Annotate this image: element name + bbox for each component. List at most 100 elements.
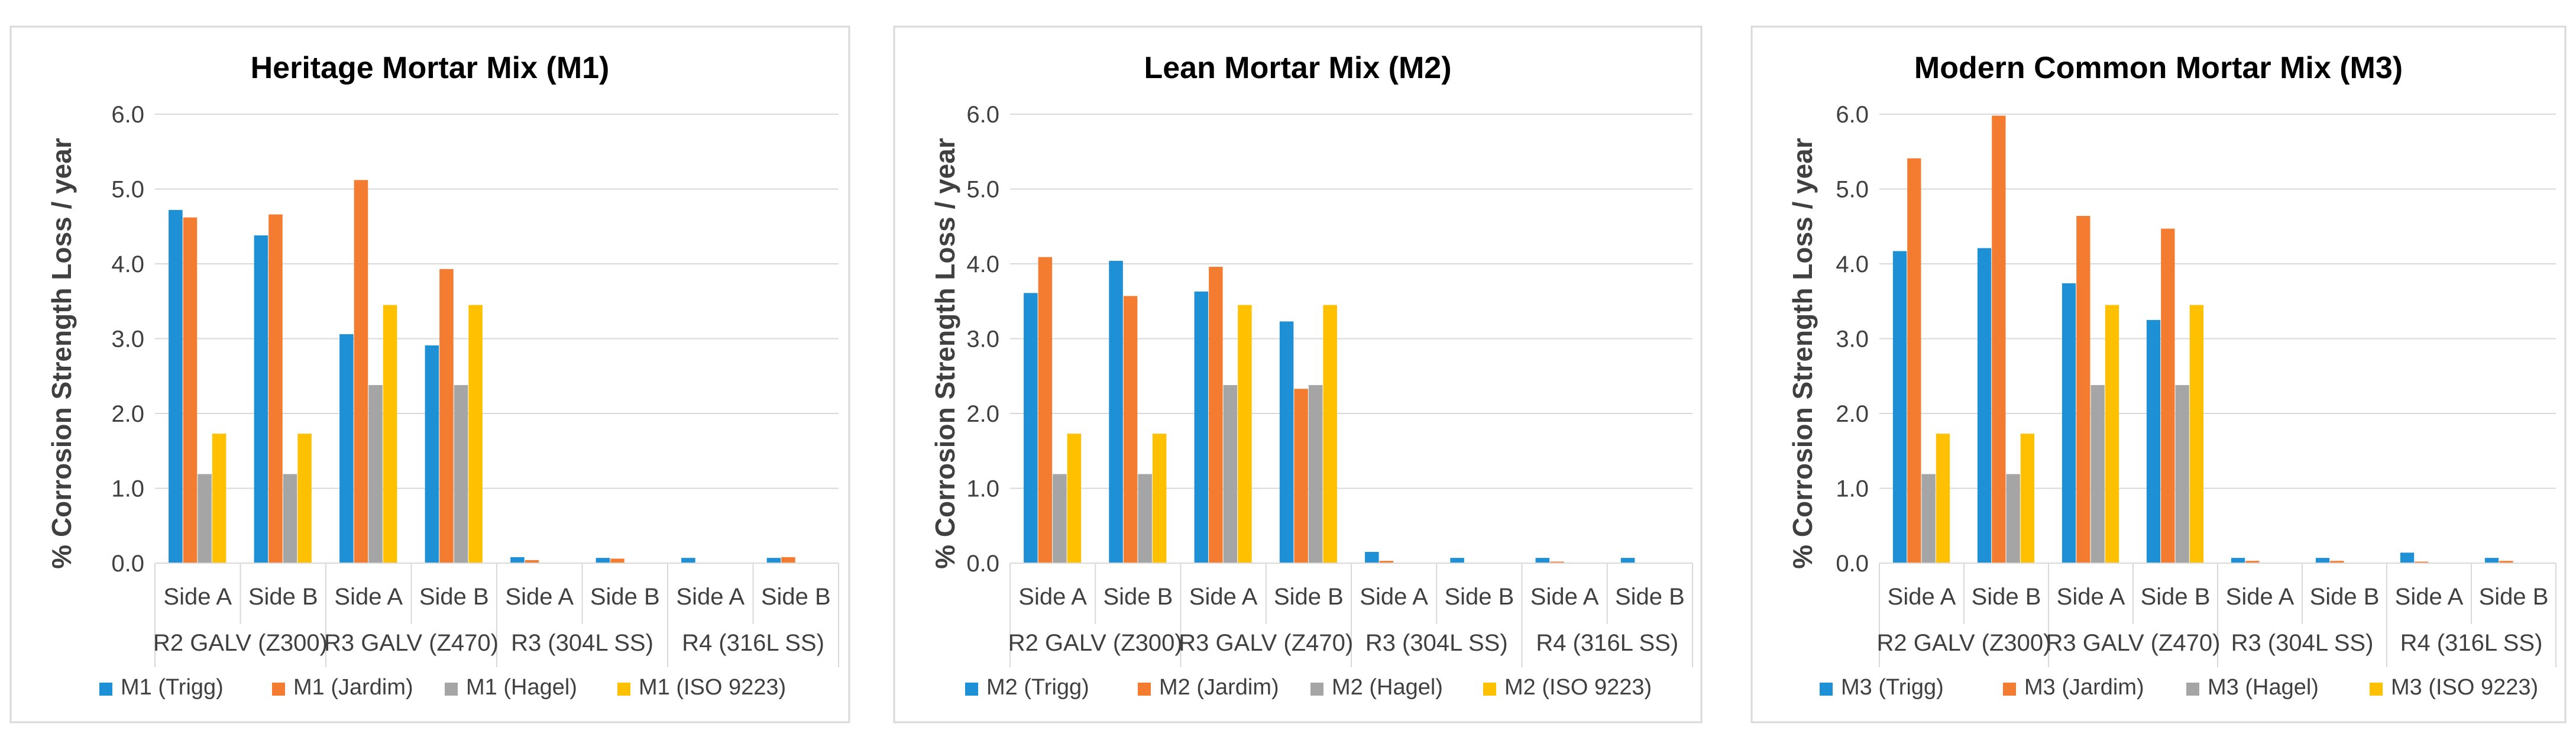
x-group-label: R2 GALV (Z300) xyxy=(1877,630,2051,656)
bar-m2-iso-9223-3 xyxy=(1238,305,1252,563)
bar-m2-trigg-2 xyxy=(1109,260,1123,563)
y-tick-label: 0.0 xyxy=(966,551,999,577)
y-tick-label: 6.0 xyxy=(966,102,999,128)
x-category-label: Side A xyxy=(2395,584,2464,610)
bar-m1-hagel-2 xyxy=(283,474,297,563)
x-group-label: R4 (316L SS) xyxy=(2400,630,2543,656)
bar-m1-trigg-3 xyxy=(339,334,354,563)
legend-label: M3 (Hagel) xyxy=(2208,675,2319,700)
y-tick-label: 2.0 xyxy=(111,401,144,427)
x-group-label: R4 (316L SS) xyxy=(682,630,824,656)
x-category-label: Side A xyxy=(1018,584,1087,610)
bar-m2-jardim-1 xyxy=(1038,257,1053,563)
bar-m3-hagel-3 xyxy=(2090,384,2105,563)
y-tick-label: 1.0 xyxy=(966,476,999,502)
x-group-label: R3 GALV (Z470) xyxy=(324,630,499,656)
bar-m2-trigg-7 xyxy=(1535,558,1550,563)
bar-m1-jardim-8 xyxy=(781,557,795,563)
x-category-label: Side A xyxy=(2226,584,2295,610)
x-category-label: Side B xyxy=(1103,584,1173,610)
y-tick-label: 5.0 xyxy=(1836,177,1869,203)
bar-m2-jardim-7 xyxy=(1550,561,1564,563)
bar-m2-iso-9223-1 xyxy=(1067,434,1082,563)
x-category-label: Side B xyxy=(761,584,831,610)
y-tick-label: 4.0 xyxy=(966,251,999,277)
x-group-label: R2 GALV (Z300) xyxy=(1008,630,1183,656)
bar-m3-jardim-3 xyxy=(2076,216,2090,563)
y-tick-label: 0.0 xyxy=(1836,551,1869,577)
bar-m1-hagel-4 xyxy=(454,384,468,563)
bar-m1-trigg-2 xyxy=(254,235,268,563)
legend-label: M3 (Jardim) xyxy=(2024,675,2144,700)
y-tick-label: 3.0 xyxy=(111,327,144,353)
bar-m1-jardim-4 xyxy=(439,269,454,563)
bar-m2-trigg-5 xyxy=(1365,552,1379,563)
bar-m3-trigg-8 xyxy=(2484,558,2499,563)
x-group-label: R3 (304L SS) xyxy=(2231,630,2374,656)
bar-m2-jardim-4 xyxy=(1294,389,1308,563)
chart-title: Heritage Mortar Mix (M1) xyxy=(251,51,610,85)
legend-label: M1 (Jardim) xyxy=(293,675,413,700)
x-category-label: Side B xyxy=(1972,584,2041,610)
x-category-label: Side A xyxy=(1360,584,1428,610)
legend: M1 (Trigg) M1 (Jardim) M1 (Hagel) M1 (ISO 9… xyxy=(99,675,786,700)
x-category-label: Side B xyxy=(590,584,660,610)
legend-label: M3 (Trigg) xyxy=(1841,675,1944,700)
x-category-label: Side A xyxy=(163,584,232,610)
x-category-label: Side B xyxy=(1274,584,1344,610)
x-category-label: Side A xyxy=(1888,584,1956,610)
y-tick-label: 4.0 xyxy=(1836,251,1869,277)
x-category-label: Side A xyxy=(1189,584,1258,610)
x-category-label: Side A xyxy=(505,584,574,610)
y-tick-label: 6.0 xyxy=(1836,102,1869,128)
bar-m2-trigg-6 xyxy=(1450,558,1464,563)
bar-m1-iso-9223-4 xyxy=(468,305,483,563)
legend-swatch xyxy=(445,683,458,696)
bar-m2-jardim-3 xyxy=(1209,267,1223,563)
bar-m2-trigg-8 xyxy=(1620,558,1635,563)
x-category-label: Side B xyxy=(419,584,489,610)
chart-panel-2: Lean Mortar Mix (M2) 0.0 1.0 2.0 3.0 4.0 5.0 6.… xyxy=(893,25,1703,723)
x-category-label: Side B xyxy=(2141,584,2211,610)
bar-m2-hagel-1 xyxy=(1053,474,1067,563)
bar-m2-iso-9223-4 xyxy=(1323,305,1337,563)
bar-m3-jardim-7 xyxy=(2415,561,2429,563)
bar-m1-trigg-6 xyxy=(596,558,610,563)
x-category-label: Side B xyxy=(2310,584,2380,610)
bar-m1-jardim-1 xyxy=(183,217,198,563)
bar-m3-iso-9223-1 xyxy=(1936,434,1950,563)
bar-m2-hagel-2 xyxy=(1138,474,1152,563)
y-tick-label: 2.0 xyxy=(966,401,999,427)
bar-m1-trigg-8 xyxy=(766,558,781,563)
x-category-label: Side A xyxy=(1530,584,1599,610)
bar-m2-trigg-4 xyxy=(1279,321,1294,563)
x-category-label: Side B xyxy=(1615,584,1685,610)
bar-m3-trigg-4 xyxy=(2146,319,2161,563)
chart-frame xyxy=(893,25,1703,723)
bar-m1-jardim-6 xyxy=(610,558,624,563)
y-tick-label: 5.0 xyxy=(966,177,999,203)
bar-m3-jardim-2 xyxy=(1992,115,2006,563)
legend-swatch xyxy=(1483,683,1496,696)
x-group-label: R2 GALV (Z300) xyxy=(153,630,328,656)
bar-m3-hagel-2 xyxy=(2006,474,2020,563)
bar-m3-iso-9223-2 xyxy=(2020,434,2035,563)
legend-label: M2 (Trigg) xyxy=(986,675,1089,700)
x-group-label: R3 (304L SS) xyxy=(511,630,653,656)
legend-label: M1 (Hagel) xyxy=(466,675,577,700)
legend-label: M3 (ISO 9223) xyxy=(2391,675,2538,700)
bar-m3-trigg-5 xyxy=(2231,558,2245,563)
bar-m2-hagel-4 xyxy=(1308,384,1323,563)
legend-swatch xyxy=(272,683,285,696)
bar-m3-jardim-8 xyxy=(2499,561,2513,563)
y-axis-label: % Corrosion Strength Loss / year xyxy=(46,138,77,569)
bars xyxy=(169,180,795,563)
bar-m3-trigg-2 xyxy=(1977,248,1992,563)
x-category-label: Side A xyxy=(2057,584,2125,610)
y-tick-label: 5.0 xyxy=(111,177,144,203)
y-tick-label: 3.0 xyxy=(966,327,999,353)
bar-m3-jardim-4 xyxy=(2161,228,2175,563)
bar-m3-hagel-4 xyxy=(2175,384,2189,563)
